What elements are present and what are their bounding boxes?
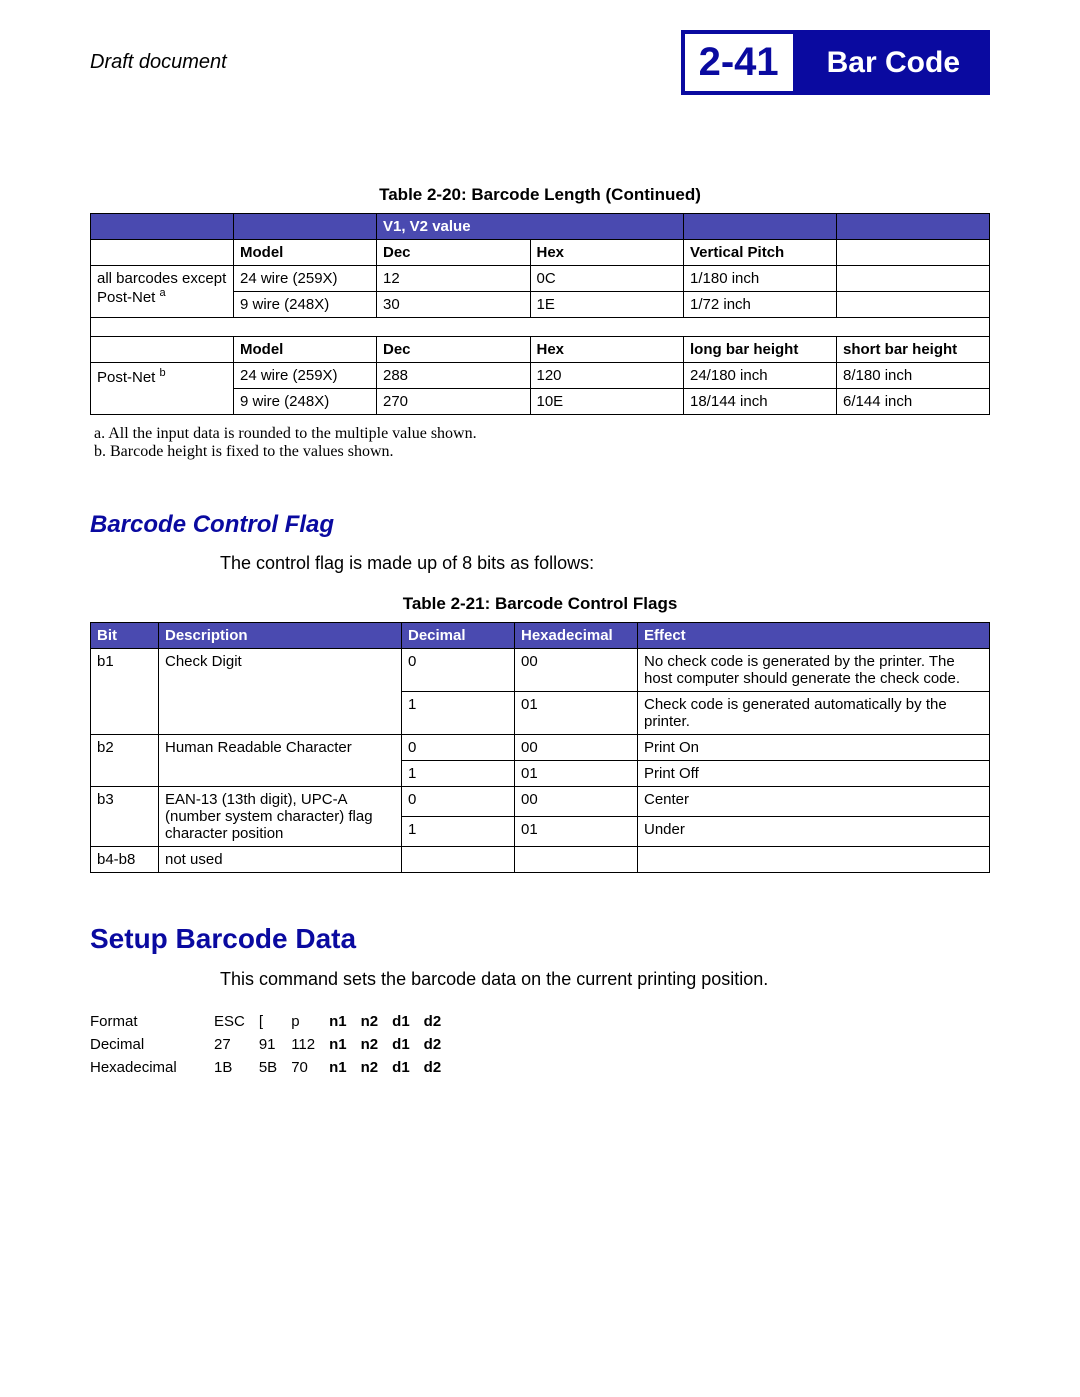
col-dec: Dec <box>377 240 531 266</box>
col-hex: Hexadecimal <box>515 623 638 649</box>
footnote-a: a. All the input data is rounded to the … <box>94 425 990 443</box>
section-name: Bar Code <box>797 30 990 95</box>
sbd-intro: This command sets the barcode data on th… <box>220 969 990 990</box>
col-hex: Hex <box>530 240 684 266</box>
table-21: Bit Description Decimal Hexadecimal Effe… <box>90 622 990 873</box>
table-row: b1 Check Digit 0 00 No check code is gen… <box>91 649 990 692</box>
command-format-table: Format ESC [ p n1 n2 d1 d2 Decimal 27 91… <box>90 1010 455 1079</box>
table-row: Decimal 27 91 112 n1 n2 d1 d2 <box>90 1033 455 1056</box>
col-effect: Effect <box>638 623 990 649</box>
table-20-caption: Table 2-20: Barcode Length (Continued) <box>90 185 990 205</box>
col-desc: Description <box>159 623 402 649</box>
col-decimal: Decimal <box>402 623 515 649</box>
page-number: 2-41 <box>681 30 797 95</box>
draft-label: Draft document <box>90 51 227 74</box>
col-vpitch: Vertical Pitch <box>684 240 837 266</box>
footnotes: a. All the input data is rounded to the … <box>94 425 990 461</box>
page-header: Draft document 2-41 Bar Code <box>90 30 990 95</box>
bcf-intro: The control flag is made up of 8 bits as… <box>220 553 990 574</box>
table-20-group-header: V1, V2 value <box>377 214 684 240</box>
footnote-b: b. Barcode height is fixed to the values… <box>94 443 990 461</box>
table-row: b4-b8 not used <box>91 847 990 873</box>
heading-barcode-control-flag: Barcode Control Flag <box>90 511 990 539</box>
table-row: b2 Human Readable Character 0 00 Print O… <box>91 735 990 761</box>
heading-setup-barcode-data: Setup Barcode Data <box>90 923 990 955</box>
table-row: all barcodes except Post-Net a 24 wire (… <box>91 266 990 292</box>
table-row: Format ESC [ p n1 n2 d1 d2 <box>90 1010 455 1033</box>
table-21-caption: Table 2-21: Barcode Control Flags <box>90 594 990 614</box>
table-row: b3 EAN-13 (13th digit), UPC-A (number sy… <box>91 787 990 817</box>
col-model: Model <box>234 240 377 266</box>
col-bit: Bit <box>91 623 159 649</box>
table-row: Hexadecimal 1B 5B 70 n1 n2 d1 d2 <box>90 1056 455 1079</box>
header-box: 2-41 Bar Code <box>681 30 990 95</box>
table-20: V1, V2 value Model Dec Hex Vertical Pitc… <box>90 213 990 415</box>
table-row: Post-Net b 24 wire (259X) 288 120 24/180… <box>91 363 990 389</box>
